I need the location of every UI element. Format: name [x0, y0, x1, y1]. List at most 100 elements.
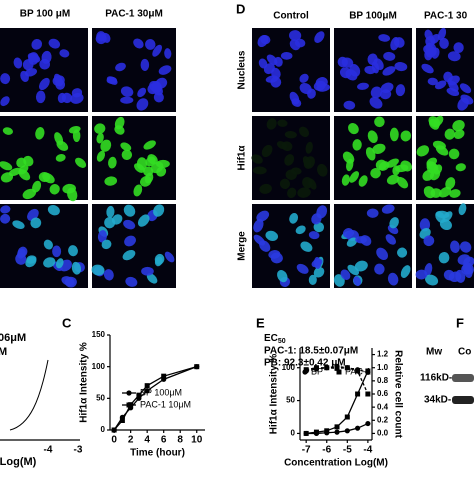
panel-label: E	[256, 315, 265, 330]
nucleus	[287, 187, 297, 199]
nucleus	[72, 129, 81, 143]
nucleus	[23, 155, 34, 167]
nucleus	[342, 228, 354, 238]
marker	[136, 392, 142, 398]
nucleus	[30, 217, 42, 229]
marker	[324, 365, 330, 371]
nucleus	[96, 132, 104, 144]
nucleus	[56, 140, 69, 151]
micrograph	[416, 116, 474, 200]
y2-tick-label: 0.6	[377, 389, 389, 398]
x-tick-label: -5	[343, 445, 352, 456]
legend-label: PAC-1 10μM	[140, 399, 191, 409]
nucleus	[300, 241, 313, 252]
nucleus	[284, 130, 297, 139]
nucleus	[17, 246, 28, 258]
nucleus	[136, 98, 149, 111]
marker	[119, 418, 125, 423]
marker	[334, 365, 340, 371]
nucleus	[302, 177, 313, 189]
nucleus	[106, 205, 115, 218]
nucleus	[114, 116, 125, 130]
nucleus	[453, 42, 464, 53]
x-tick-label: 10	[191, 435, 203, 446]
y-tick-label: 0	[101, 425, 106, 434]
nucleus	[115, 62, 126, 72]
x-axis-label: Concentration Log(M)	[284, 458, 388, 469]
nucleus	[447, 51, 461, 62]
annotation: PAC-1: 18.5±0.07μM	[264, 346, 358, 357]
nucleus	[438, 186, 452, 198]
nucleus	[370, 86, 382, 99]
nucleus	[313, 256, 322, 270]
nucleus	[354, 260, 368, 272]
nucleus	[153, 204, 165, 217]
nucleus	[59, 49, 70, 58]
nucleus	[106, 76, 118, 85]
nucleus	[426, 157, 438, 167]
nucleus	[133, 38, 144, 49]
nucleus	[307, 88, 316, 99]
nucleus	[62, 183, 76, 194]
legend-marker	[336, 369, 342, 375]
nucleus	[22, 188, 37, 200]
nucleus	[123, 219, 136, 230]
nucleus	[313, 221, 325, 233]
x-tick-label: -3	[74, 445, 83, 456]
nucleus	[340, 269, 351, 280]
marker	[313, 429, 319, 435]
nucleus	[121, 149, 133, 161]
marker	[344, 428, 350, 434]
y2-tick-label: 1.0	[377, 363, 389, 372]
nucleus	[376, 247, 388, 261]
nucleus	[101, 239, 112, 250]
nucleus	[426, 47, 437, 58]
nucleus	[374, 116, 385, 128]
nucleus	[96, 150, 106, 162]
marker	[344, 365, 350, 371]
nucleus	[458, 203, 467, 216]
marker	[365, 369, 371, 375]
nucleus	[372, 143, 386, 154]
marker	[355, 391, 361, 397]
nucleus	[371, 61, 380, 74]
series-line	[306, 370, 369, 435]
nucleus	[308, 274, 317, 285]
nucleus	[442, 211, 453, 222]
nucleus	[277, 270, 288, 283]
marker	[303, 367, 309, 373]
nucleus	[43, 257, 56, 268]
nucleus	[291, 98, 302, 107]
nucleus	[341, 174, 350, 186]
nucleus	[252, 166, 267, 175]
nucleus	[108, 156, 117, 169]
nucleus	[302, 156, 312, 168]
nucleus	[353, 276, 361, 287]
nucleus	[38, 77, 50, 91]
nucleus	[358, 175, 368, 187]
panel-label: C	[62, 315, 72, 330]
nucleus	[439, 219, 452, 231]
nucleus	[316, 163, 328, 177]
nucleus	[415, 269, 428, 280]
nucleus	[158, 65, 172, 75]
nucleus	[124, 235, 136, 247]
nucleus	[314, 31, 325, 43]
nucleus	[47, 204, 60, 216]
nucleus	[315, 77, 328, 88]
nucleus	[251, 154, 263, 164]
nucleus	[389, 127, 399, 142]
blot-band	[452, 396, 474, 404]
nucleus	[68, 245, 78, 257]
nucleus	[20, 70, 29, 82]
annotation: PB: 92.3±0.42 μM	[264, 358, 346, 369]
nucleus	[423, 235, 435, 247]
partial-curve	[9, 359, 49, 431]
y2-tick-label: 1.2	[377, 350, 389, 359]
nucleus	[352, 139, 362, 151]
nucleus	[444, 128, 456, 140]
nucleus	[70, 93, 84, 104]
nucleus	[25, 256, 37, 268]
nucleus	[395, 84, 406, 97]
nucleus	[285, 169, 297, 180]
